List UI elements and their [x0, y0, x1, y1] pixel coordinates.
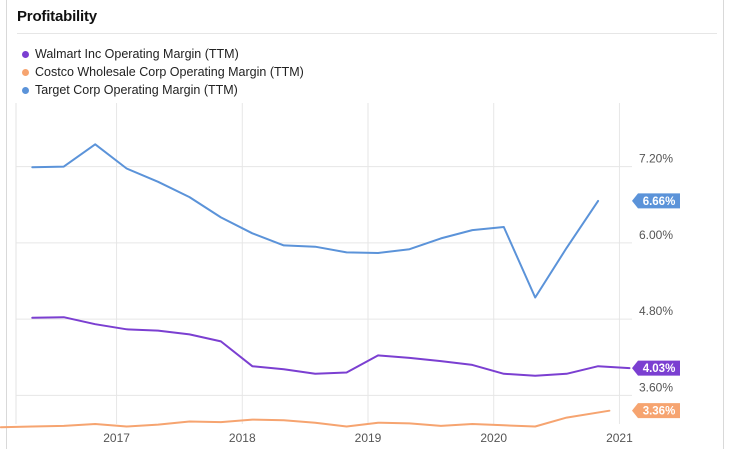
end-value-tag-1: [632, 403, 680, 419]
legend-item-walmart[interactable]: Walmart Inc Operating Margin (TTM): [22, 45, 304, 63]
panel-frame: [6, 0, 724, 449]
end-value-label-0: 4.03%: [643, 363, 676, 375]
chart-legend: Walmart Inc Operating Margin (TTM) Costc…: [22, 45, 304, 99]
legend-label-costco: Costco Wholesale Corp Operating Margin (…: [35, 65, 304, 79]
legend-marker-walmart: [22, 50, 29, 58]
series-line-2: [31, 143, 600, 299]
legend-label-target: Target Corp Operating Margin (TTM): [35, 83, 238, 97]
y-tick-label-2: 6.00%: [639, 228, 673, 242]
end-value-label-2: 6.66%: [643, 196, 676, 208]
legend-marker-target: [22, 86, 29, 94]
legend-label-walmart: Walmart Inc Operating Margin (TTM): [35, 47, 239, 61]
y-tick-label-3: 7.20%: [639, 152, 673, 166]
x-tick-label-2: 2019: [355, 431, 382, 445]
end-value-tag-0: [632, 360, 680, 376]
y-tick-label-0: 3.60%: [639, 380, 673, 394]
legend-item-costco[interactable]: Costco Wholesale Corp Operating Margin (…: [22, 63, 304, 81]
end-value-tag-2: [632, 193, 680, 209]
end-value-label-1: 3.36%: [643, 406, 676, 418]
x-tick-label-4: 2021: [606, 431, 633, 445]
panel-title: Profitability: [17, 8, 97, 25]
legend-marker-costco: [22, 68, 29, 76]
x-tick-label-3: 2020: [480, 431, 507, 445]
title-divider: [17, 33, 717, 34]
series-line-0: [31, 316, 631, 377]
x-tick-label-0: 2017: [103, 431, 130, 445]
legend-item-target[interactable]: Target Corp Operating Margin (TTM): [22, 81, 304, 99]
x-tick-label-1: 2018: [229, 431, 256, 445]
y-tick-label-1: 4.80%: [639, 304, 673, 318]
series-line-1: [0, 409, 611, 429]
